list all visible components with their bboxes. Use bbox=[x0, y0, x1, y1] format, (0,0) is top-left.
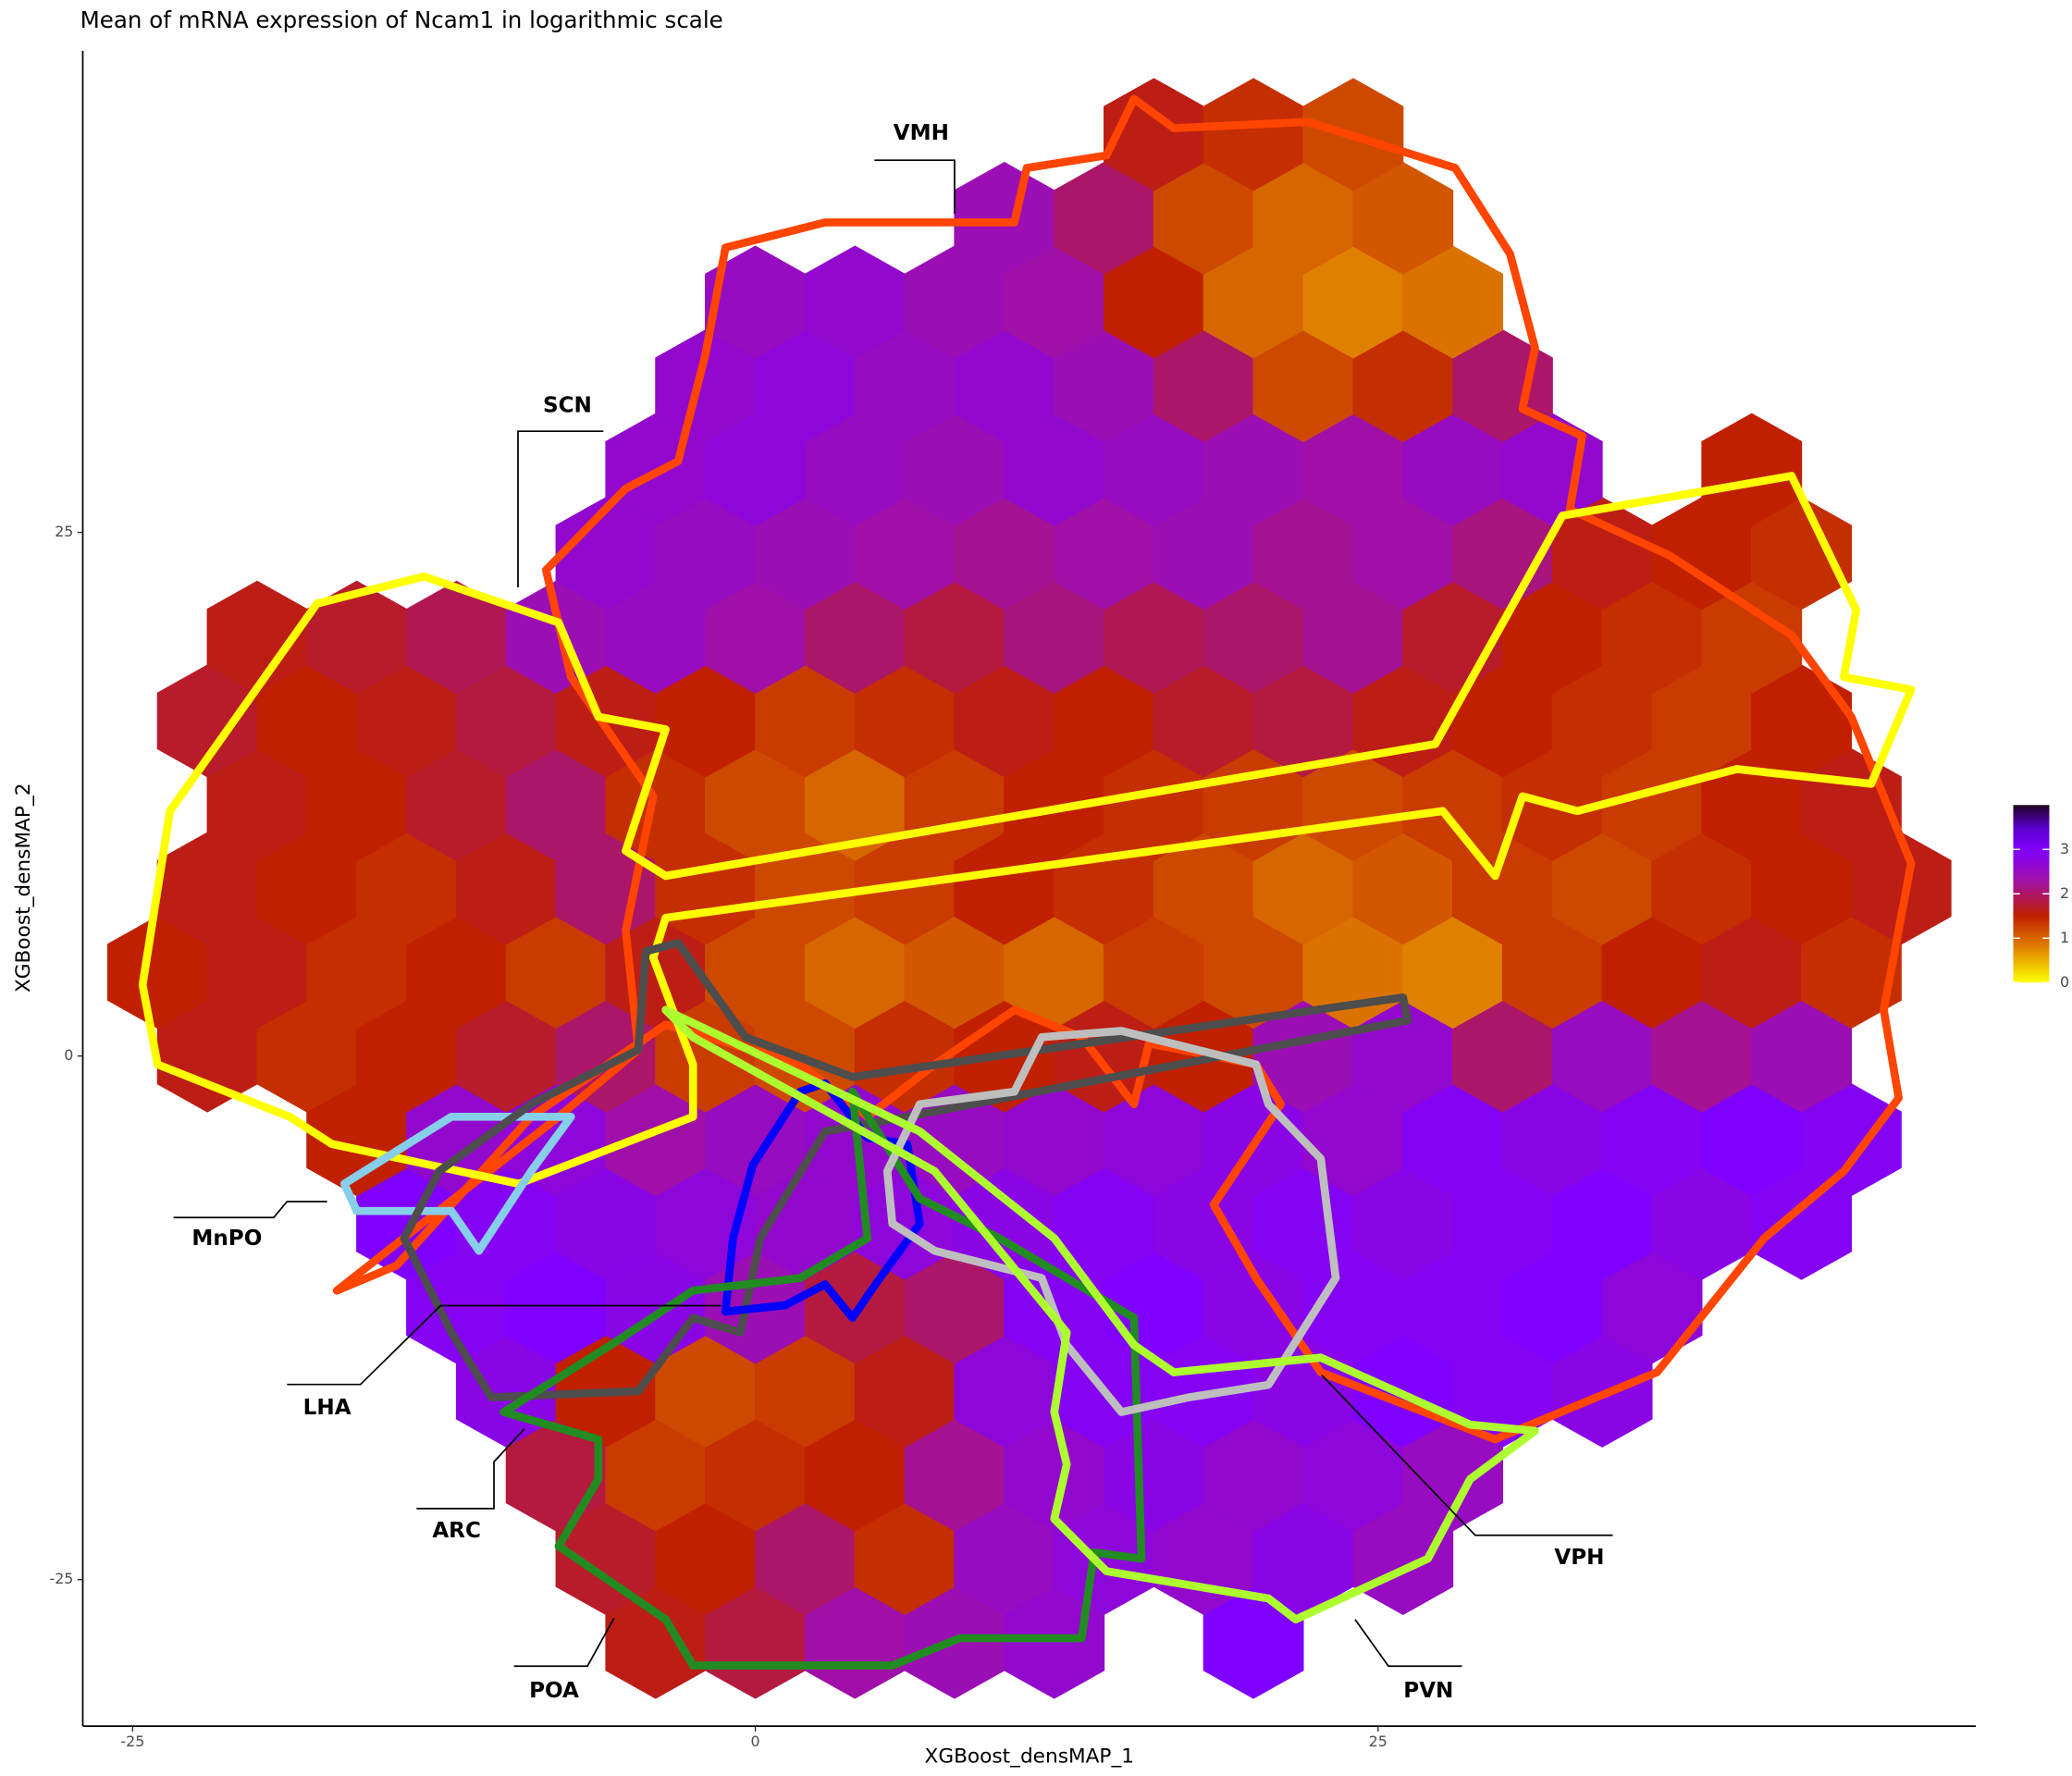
axes: VMH SCN MnPO LHA ARC POA VPH PVN -25 0 25 -25 0 25 0 1 2… bbox=[49, 50, 2069, 1750]
colorbar-tick-label: 2 bbox=[2060, 884, 2069, 902]
region-label: ARC bbox=[432, 1519, 481, 1543]
region-outline bbox=[339, 1112, 575, 1255]
region-outline bbox=[661, 1005, 1539, 1624]
colorbar-tick-label: 1 bbox=[2060, 929, 2069, 946]
leader-line bbox=[1321, 1374, 1613, 1536]
region-label: VPH bbox=[1554, 1546, 1604, 1570]
region-outline bbox=[400, 939, 1412, 1402]
leader-line bbox=[517, 430, 604, 588]
x-tick-label: 0 bbox=[751, 1733, 760, 1750]
region-label: POA bbox=[529, 1679, 579, 1703]
y-tick-label: 0 bbox=[64, 1046, 73, 1064]
y-tick-label: 25 bbox=[55, 523, 73, 540]
region-label: LHA bbox=[303, 1396, 352, 1420]
region-label: SCN bbox=[543, 393, 592, 417]
y-axis-title: XGBoost_densMAP_2 bbox=[12, 783, 35, 993]
colorbar-tick-label: 0 bbox=[2060, 973, 2069, 991]
colorbar-tick-label: 3 bbox=[2060, 840, 2069, 857]
region-outline bbox=[882, 1027, 1340, 1416]
leader-line bbox=[287, 1304, 722, 1386]
y-tick-label: -25 bbox=[49, 1570, 73, 1587]
leader-line bbox=[1354, 1619, 1462, 1668]
x-tick-label: -25 bbox=[120, 1733, 144, 1750]
leader-line bbox=[874, 159, 956, 214]
region-label: VMH bbox=[894, 121, 949, 145]
region-outline bbox=[500, 1087, 1146, 1670]
region-label: PVN bbox=[1403, 1679, 1453, 1703]
region-label: MnPO bbox=[191, 1227, 262, 1251]
hex-cell bbox=[1701, 413, 1803, 526]
x-axis-title: XGBoost_densMAP_1 bbox=[925, 1745, 1134, 1768]
x-tick-label: 25 bbox=[1369, 1733, 1388, 1750]
chart-title: Mean of mRNA expression of Ncam1 in loga… bbox=[80, 6, 723, 33]
region-outlines bbox=[138, 94, 1916, 1670]
hex-layer bbox=[106, 78, 1952, 1699]
leader-line bbox=[513, 1617, 615, 1668]
region-outline bbox=[332, 94, 1916, 1444]
region-outline bbox=[138, 472, 1916, 1189]
leader-line bbox=[416, 1427, 525, 1510]
region-outline bbox=[721, 1079, 924, 1322]
leader-line bbox=[173, 1201, 327, 1219]
